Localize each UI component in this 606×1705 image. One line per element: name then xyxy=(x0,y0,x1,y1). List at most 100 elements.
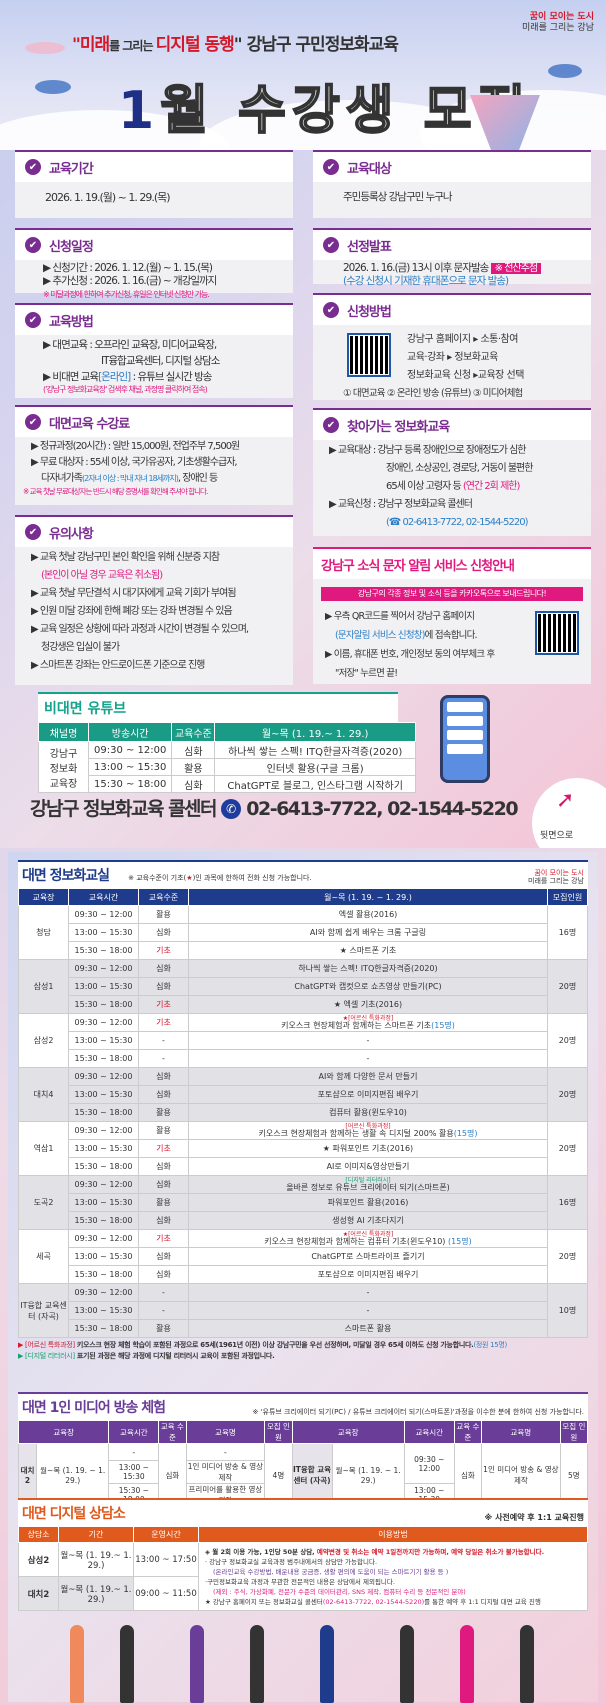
table-row: 15:30 ~ 18:00 심화 AI로 이미지&영상만들기 xyxy=(19,1157,588,1176)
time: 09:30 ~ 12:00 xyxy=(68,1013,139,1032)
usage-info: ◈ 월 2회 이용 가능, 1인당 50분 상담, 예약변경 및 취소는 예약 … xyxy=(198,1542,588,1611)
course: ChatGPT와 캡컷으로 쇼츠영상 만들기(PC) xyxy=(188,977,548,996)
time: 13:00 ~ 15:30 xyxy=(68,923,139,942)
table-row: 13:00 ~ 15:30 심화 ChatGPT와 캡컷으로 쇼츠영상 만들기(PC… xyxy=(19,977,588,996)
level: 심화 xyxy=(138,1157,189,1176)
course-name: ChatGPT로 스마트라이프 즐기기 xyxy=(311,1252,425,1261)
capacity: 20명 xyxy=(547,1013,588,1068)
capacity: 5명 xyxy=(559,1443,589,1507)
time: 13:00 ~ 15:30 xyxy=(68,1247,139,1266)
youtube-title: 비대면 유튜브 xyxy=(38,692,398,722)
back-side-button[interactable]: ➚ 뒷면으로 xyxy=(532,778,606,848)
course: [어르신 특화과정] 키오스크 현장체험과 함께하는 생활 속 디지털 200% … xyxy=(188,1121,548,1140)
level: 활용 xyxy=(138,905,189,924)
course: - xyxy=(188,1031,548,1050)
phone-icon: ✆ xyxy=(221,799,242,819)
table-row: 13:00 ~ 15:30 심화 ChatGPT로 스마트라이프 즐기기 xyxy=(19,1247,588,1266)
check-icon: ✔ xyxy=(25,312,41,328)
course-name: 포토샵으로 이미지편집 배우기 xyxy=(317,1090,419,1099)
fee-box: ✔ 대면교육 수강료 ▶ 정규과정(20시간) : 일반 15,000원, 전업주… xyxy=(15,405,293,505)
time: 15:30 ~ 18:00 xyxy=(68,1211,139,1230)
col-header: 교육시간 xyxy=(68,888,139,906)
level: 심화 xyxy=(138,1247,189,1266)
course-tag: ★[어르신 특화과정] xyxy=(342,1231,394,1238)
table-row: 15:30 ~ 18:00 활용 컴퓨터 활용(윈도우10) xyxy=(19,1103,588,1122)
course-name: AI로 이미지&영상만들기 xyxy=(326,1162,410,1171)
course-name: - xyxy=(366,1036,370,1045)
col-header: 교육시간 xyxy=(108,1420,160,1444)
capacity: 20명 xyxy=(547,1067,588,1122)
course: [디지털 리터러시] 올바른 정보로 유튜브 크리에이터 되기(스마트폰) xyxy=(188,1175,548,1194)
place: 역삼1 xyxy=(18,1121,69,1176)
capacity: 20명 xyxy=(547,1121,588,1176)
time: 13:00 ~ 15:30 xyxy=(108,1460,160,1484)
level: - xyxy=(138,1301,189,1320)
table-row: 15:30 ~ 18:00 기초 ★ 엑셀 기초(2016) xyxy=(19,995,588,1014)
time: 09:30 ~ 12:00 xyxy=(68,1283,139,1302)
table-row: 대치2 월~목 (1. 19. ~ 1. 29.) - 심화 - 4명 IT융합… xyxy=(17,1443,589,1507)
capacity: 10명 xyxy=(547,1283,588,1338)
course: 컴퓨터 활용(윈도우10) xyxy=(188,1103,548,1122)
table-row: 대치2 월~목 (1. 19.~ 1. 29.) 09:00 ~ 11:50 xyxy=(18,1576,588,1611)
capacity: 20명 xyxy=(547,959,588,1014)
col-header: 모집인원 xyxy=(547,888,588,906)
youtube-section: 비대면 유튜브 채널명 방송시간 교육수준 월~목 (1. 19.~ 1. 29.) … xyxy=(38,692,416,793)
check-icon: ✔ xyxy=(323,159,339,175)
col-header: 상담소 xyxy=(18,1526,59,1543)
table-row: 삼성2 월~목 (1. 19.~ 1. 29.) 13:00 ~ 17:50 ◈ 월… xyxy=(18,1542,588,1611)
period: 월~목 (1. 19. ~ 1. 29.) xyxy=(36,1443,110,1507)
table-row: 대치4 09:30 ~ 12:00 심화 AI와 함께 다양한 문서 만들기 20명 xyxy=(18,1067,588,1122)
table-row: 15:30 ~ 18:00 활용 스마트폰 활용 xyxy=(19,1319,588,1338)
course-name: 키오스크 현장체험과 함께하는 컴퓨터 기초(윈도우10) xyxy=(264,1237,448,1246)
course: 1인 미디어 방송 & 영상 제작 xyxy=(480,1443,561,1507)
media-section: 대면 1인 미디어 방송 체험 ※ '유튜브 크리에이터 되기(PC) / 유튜브… xyxy=(17,1392,589,1507)
course: 하나씩 쌓는 스펙! ITQ한글자격증(2020) xyxy=(188,959,548,978)
table-row: 역삼1 09:30 ~ 12:00 활용 [어르신 특화과정] 키오스크 현장체험과 함… xyxy=(18,1121,588,1176)
place: IT융합 교육센터 (자곡) xyxy=(18,1283,69,1338)
course: ★ 스마트폰 기초 xyxy=(188,941,548,960)
course-name: 하나씩 쌓는 스펙! ITQ한글자격증(2020) xyxy=(298,964,438,973)
place: 청담 xyxy=(18,905,69,960)
course: ★ 파워포인트 기초(2016) xyxy=(188,1139,548,1158)
course-name: - xyxy=(366,1054,370,1063)
announce-box: ✔ 선정발표 2026. 1. 16.(금) 13시 이후 문자발송 ※ 전산추첨… xyxy=(313,228,591,287)
col-header: 교육수준 xyxy=(138,888,189,906)
course-name: ★ 엑셀 기초(2016) xyxy=(333,1000,403,1009)
check-icon: ✔ xyxy=(25,524,41,540)
consult-table: 상담소 기간 운영시간 이용방법 삼성2 월~목 (1. 19.~ 1. 29.) 13:… xyxy=(18,1526,588,1611)
schedule-box: ✔ 신청일정 ▶ 신청기간 : 2026. 1. 12.(월) ~ 1. 15.(… xyxy=(15,228,293,299)
place: 대치2 xyxy=(18,1576,59,1611)
table-row: 청담 09:30 ~ 12:00 활용 엑셀 활용(2016) 16명 xyxy=(18,905,588,960)
course-name: AI와 함께 쉽게 배우는 크롬 구글링 xyxy=(309,928,427,937)
level: 활용 xyxy=(138,1319,189,1338)
period: 월~목 (1. 19. ~ 1. 29.) xyxy=(331,1443,405,1507)
hours: 09:00 ~ 11:50 xyxy=(133,1576,199,1611)
sms-qr-code[interactable] xyxy=(535,611,579,655)
course-name: 생성형 AI 기초다지기 xyxy=(332,1216,404,1225)
qr-code[interactable] xyxy=(347,333,391,377)
front-page: "미래를 그리는 디지털 동행" 강남구 구민정보화교육 1월 수강생 모집 꿈… xyxy=(0,0,606,848)
classroom-title: 대면 정보화교실 xyxy=(22,868,110,884)
level: 심화 xyxy=(138,977,189,996)
course-name: 컴퓨터 활용(윈도우10) xyxy=(329,1108,407,1117)
level: - xyxy=(138,1031,189,1050)
classroom-table: 교육장 교육시간 교육수준 월~목 (1. 19. ~ 1. 29.) 모집인원 청담 09… xyxy=(18,888,588,1338)
target-box: ✔ 교육대상 주민등록상 강남구민 누구나 xyxy=(313,150,591,218)
time: 13:00 ~ 15:30 xyxy=(68,1085,139,1104)
level: 심화 xyxy=(138,1067,189,1086)
table-row: 삼성1 09:30 ~ 12:00 심화 하나씩 쌓는 스펙! ITQ한글자격증(20… xyxy=(18,959,588,1014)
place: 도곡2 xyxy=(18,1175,69,1230)
capacity: 16명 xyxy=(547,1175,588,1230)
col-header: 교육명 xyxy=(185,1420,266,1444)
time: 13:00 ~ 15:30 xyxy=(87,758,173,776)
course-name: ChatGPT와 캡컷으로 쇼츠영상 만들기(PC) xyxy=(294,982,442,991)
course: - xyxy=(188,1301,548,1320)
col-header: 교육장 xyxy=(291,1420,405,1444)
time: 13:00 ~ 15:30 xyxy=(68,1139,139,1158)
capacity: 16명 xyxy=(547,905,588,960)
col-header: 교육장 xyxy=(18,888,69,906)
level: 심화 xyxy=(138,1265,189,1284)
col-header: 교육명 xyxy=(480,1420,561,1444)
table-row: 13:00 ~ 15:30- - xyxy=(19,1301,588,1320)
level: - xyxy=(138,1049,189,1068)
